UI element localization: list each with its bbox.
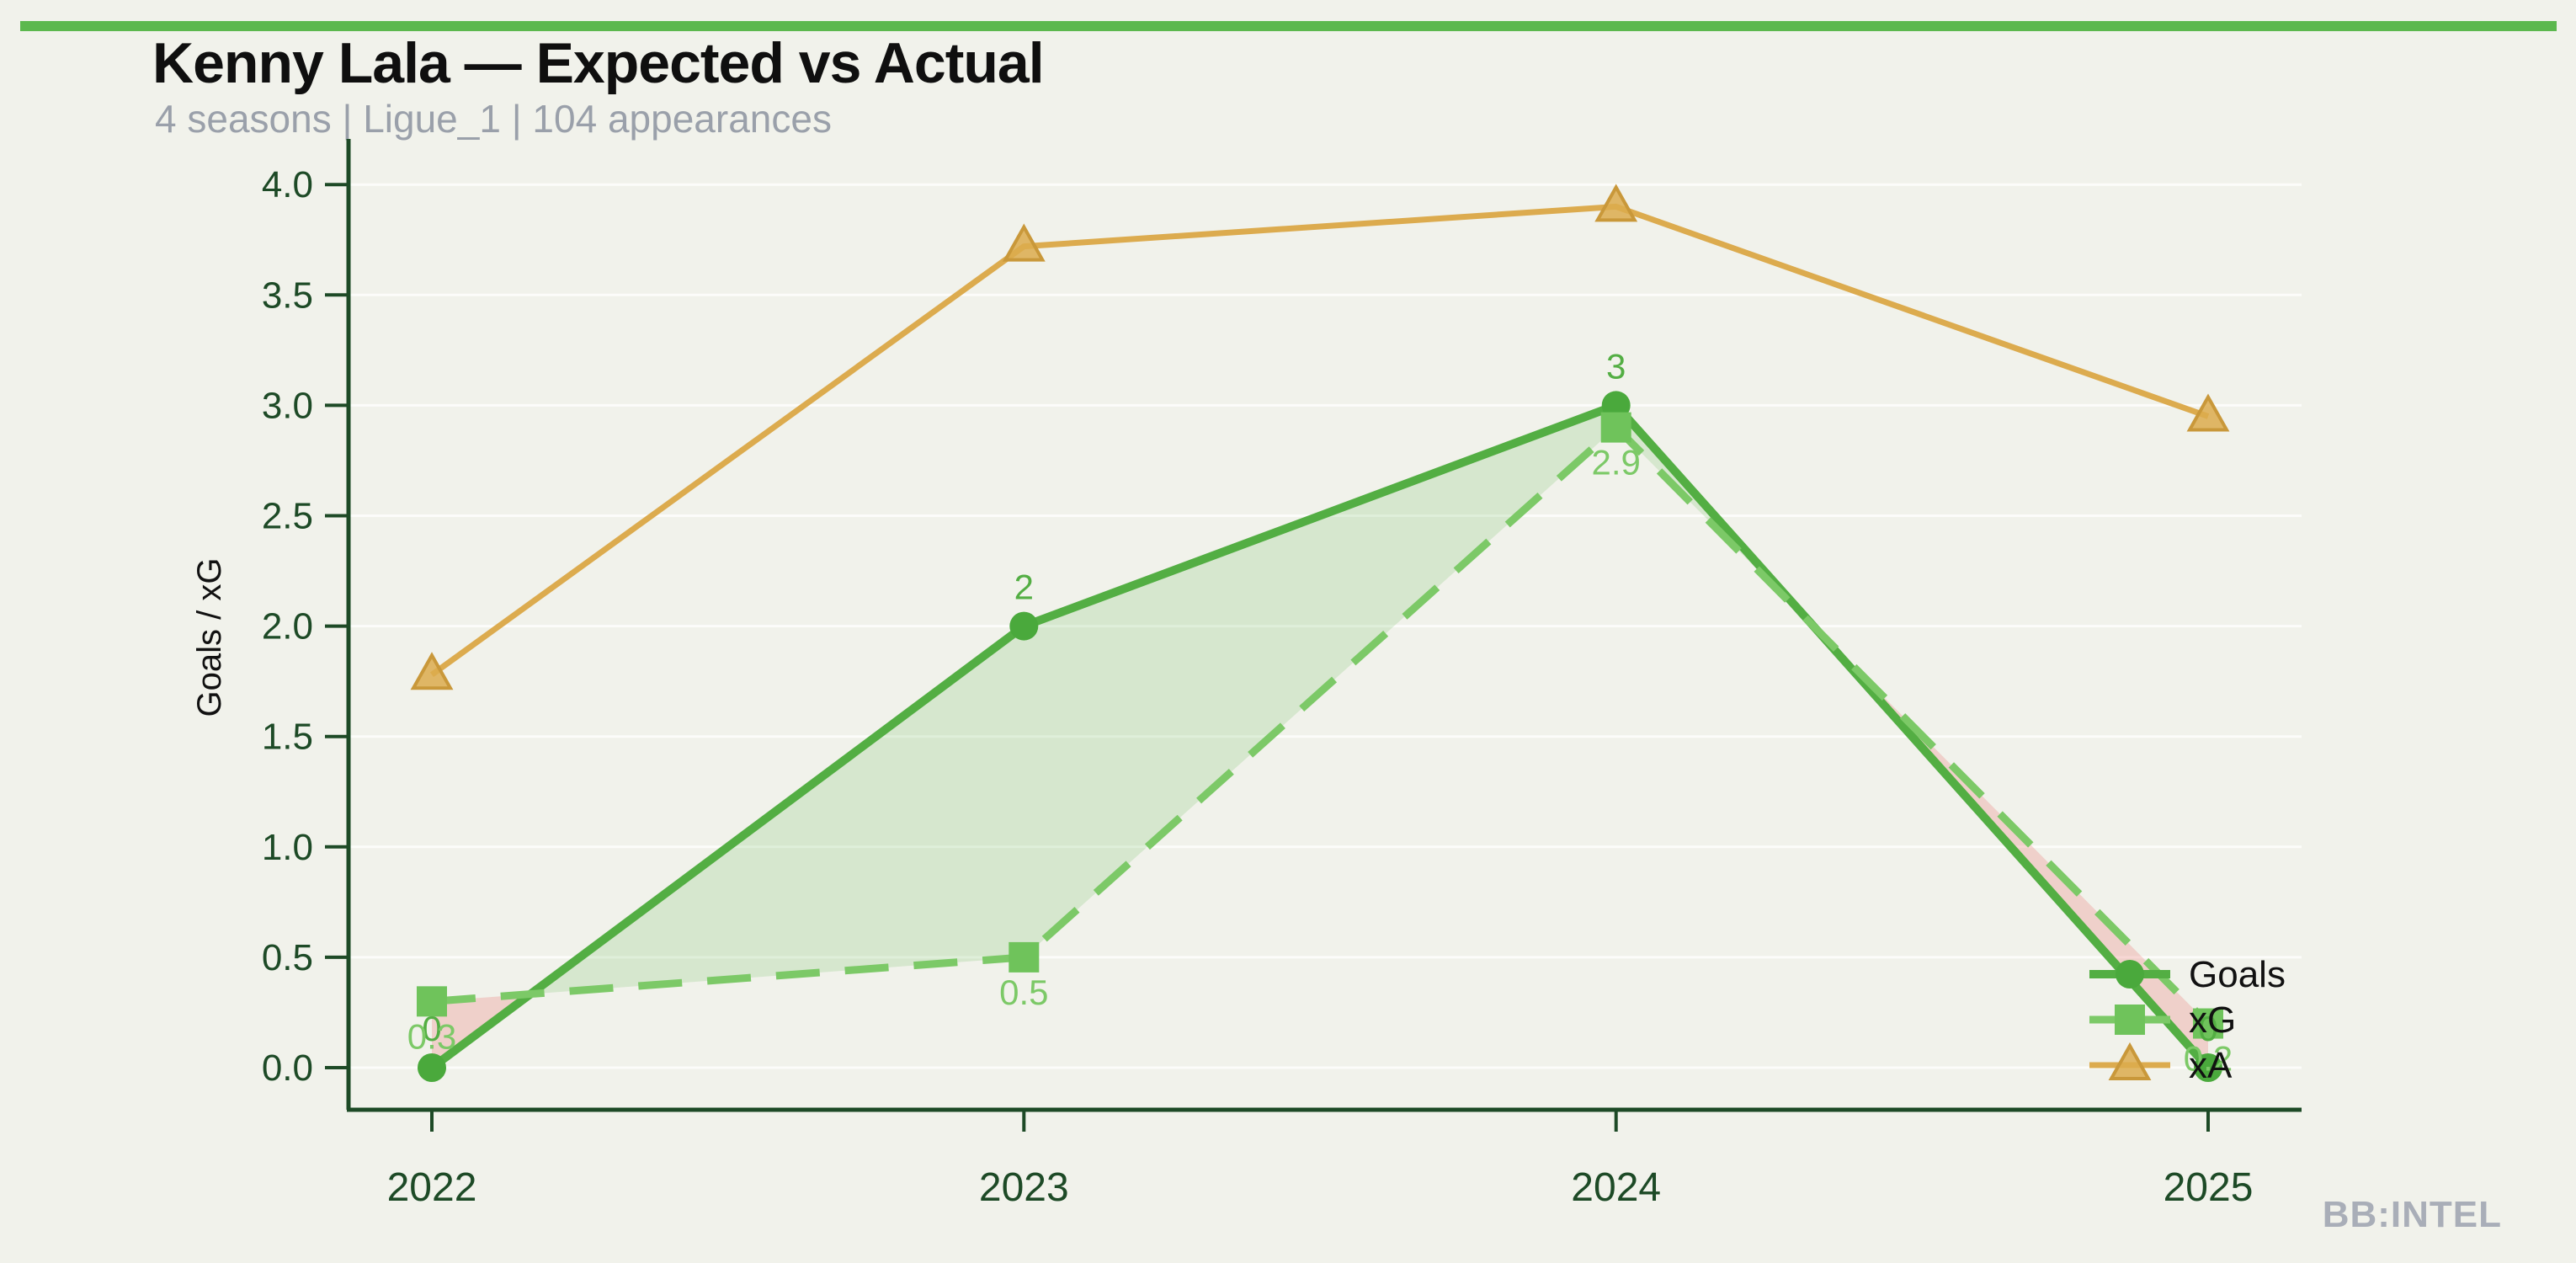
x-tick-label: 2023 — [979, 1165, 1069, 1210]
goals-point-label: 0 — [422, 1009, 441, 1048]
page-subtitle: 4 seasons | Ligue_1 | 104 appearances — [155, 97, 832, 141]
goals-point-label: 2 — [1014, 568, 1034, 607]
y-tick-label: 1.5 — [262, 717, 313, 758]
y-tick-label: 2.5 — [262, 496, 313, 537]
x-tick-label: 2024 — [1571, 1165, 1661, 1210]
xg-point-label: 2.9 — [1592, 443, 1641, 482]
x-tick-label: 2025 — [2164, 1165, 2254, 1210]
xa-point-triangle — [1594, 184, 1638, 222]
page-title: Kenny Lala — Expected vs Actual — [152, 31, 1045, 95]
xg-line — [431, 422, 2211, 1026]
xg-point-label: 0.3 — [407, 1016, 456, 1056]
xa-point-triangle — [2186, 393, 2230, 432]
accent-top-bar — [20, 21, 2557, 31]
goals-point-label: 0 — [2198, 1009, 2217, 1048]
y-tick-label: 0.5 — [262, 937, 313, 978]
goals-point-circle — [418, 1053, 446, 1082]
y-tick-label: 4.0 — [262, 164, 313, 205]
xa-line — [429, 203, 2210, 678]
y-tick-label: 3.5 — [262, 274, 313, 316]
xg-point-square — [1009, 941, 1040, 973]
y-tick-label: 0.0 — [262, 1047, 313, 1089]
goals-point-circle — [1009, 611, 1039, 641]
xa-point-triangle — [410, 652, 454, 690]
y-tick-label: 1.0 — [262, 827, 313, 868]
xg-point-label: 0.5 — [999, 973, 1048, 1012]
xg-point-square — [2193, 1008, 2223, 1039]
y-tick-label: 3.0 — [262, 385, 313, 426]
legend-xa-marker — [2108, 1042, 2152, 1080]
xg-point-label: 0.2 — [2184, 1039, 2233, 1079]
xg-point-square — [1600, 412, 1631, 443]
legend-goals-marker — [2116, 960, 2144, 989]
goals-line — [428, 401, 2212, 1072]
brand-watermark: BB:INTEL — [2322, 1194, 2502, 1235]
y-axis-title: Goals / xG — [191, 558, 228, 717]
legend-label-xa: xA — [2189, 1045, 2233, 1086]
goals-point-circle — [2194, 1053, 2222, 1082]
xg-point-square — [417, 986, 447, 1017]
legend-xg-marker — [2115, 1005, 2145, 1035]
y-tick-label: 2.0 — [262, 606, 313, 647]
x-tick-label: 2022 — [387, 1165, 477, 1210]
goals-point-label: 3 — [1606, 346, 1626, 386]
fill-goals-over-xg — [530, 405, 1814, 994]
legend-label-goals: Goals — [2189, 954, 2286, 995]
legend-label-xg: xG — [2189, 999, 2236, 1041]
xa-point-triangle — [1002, 223, 1046, 262]
